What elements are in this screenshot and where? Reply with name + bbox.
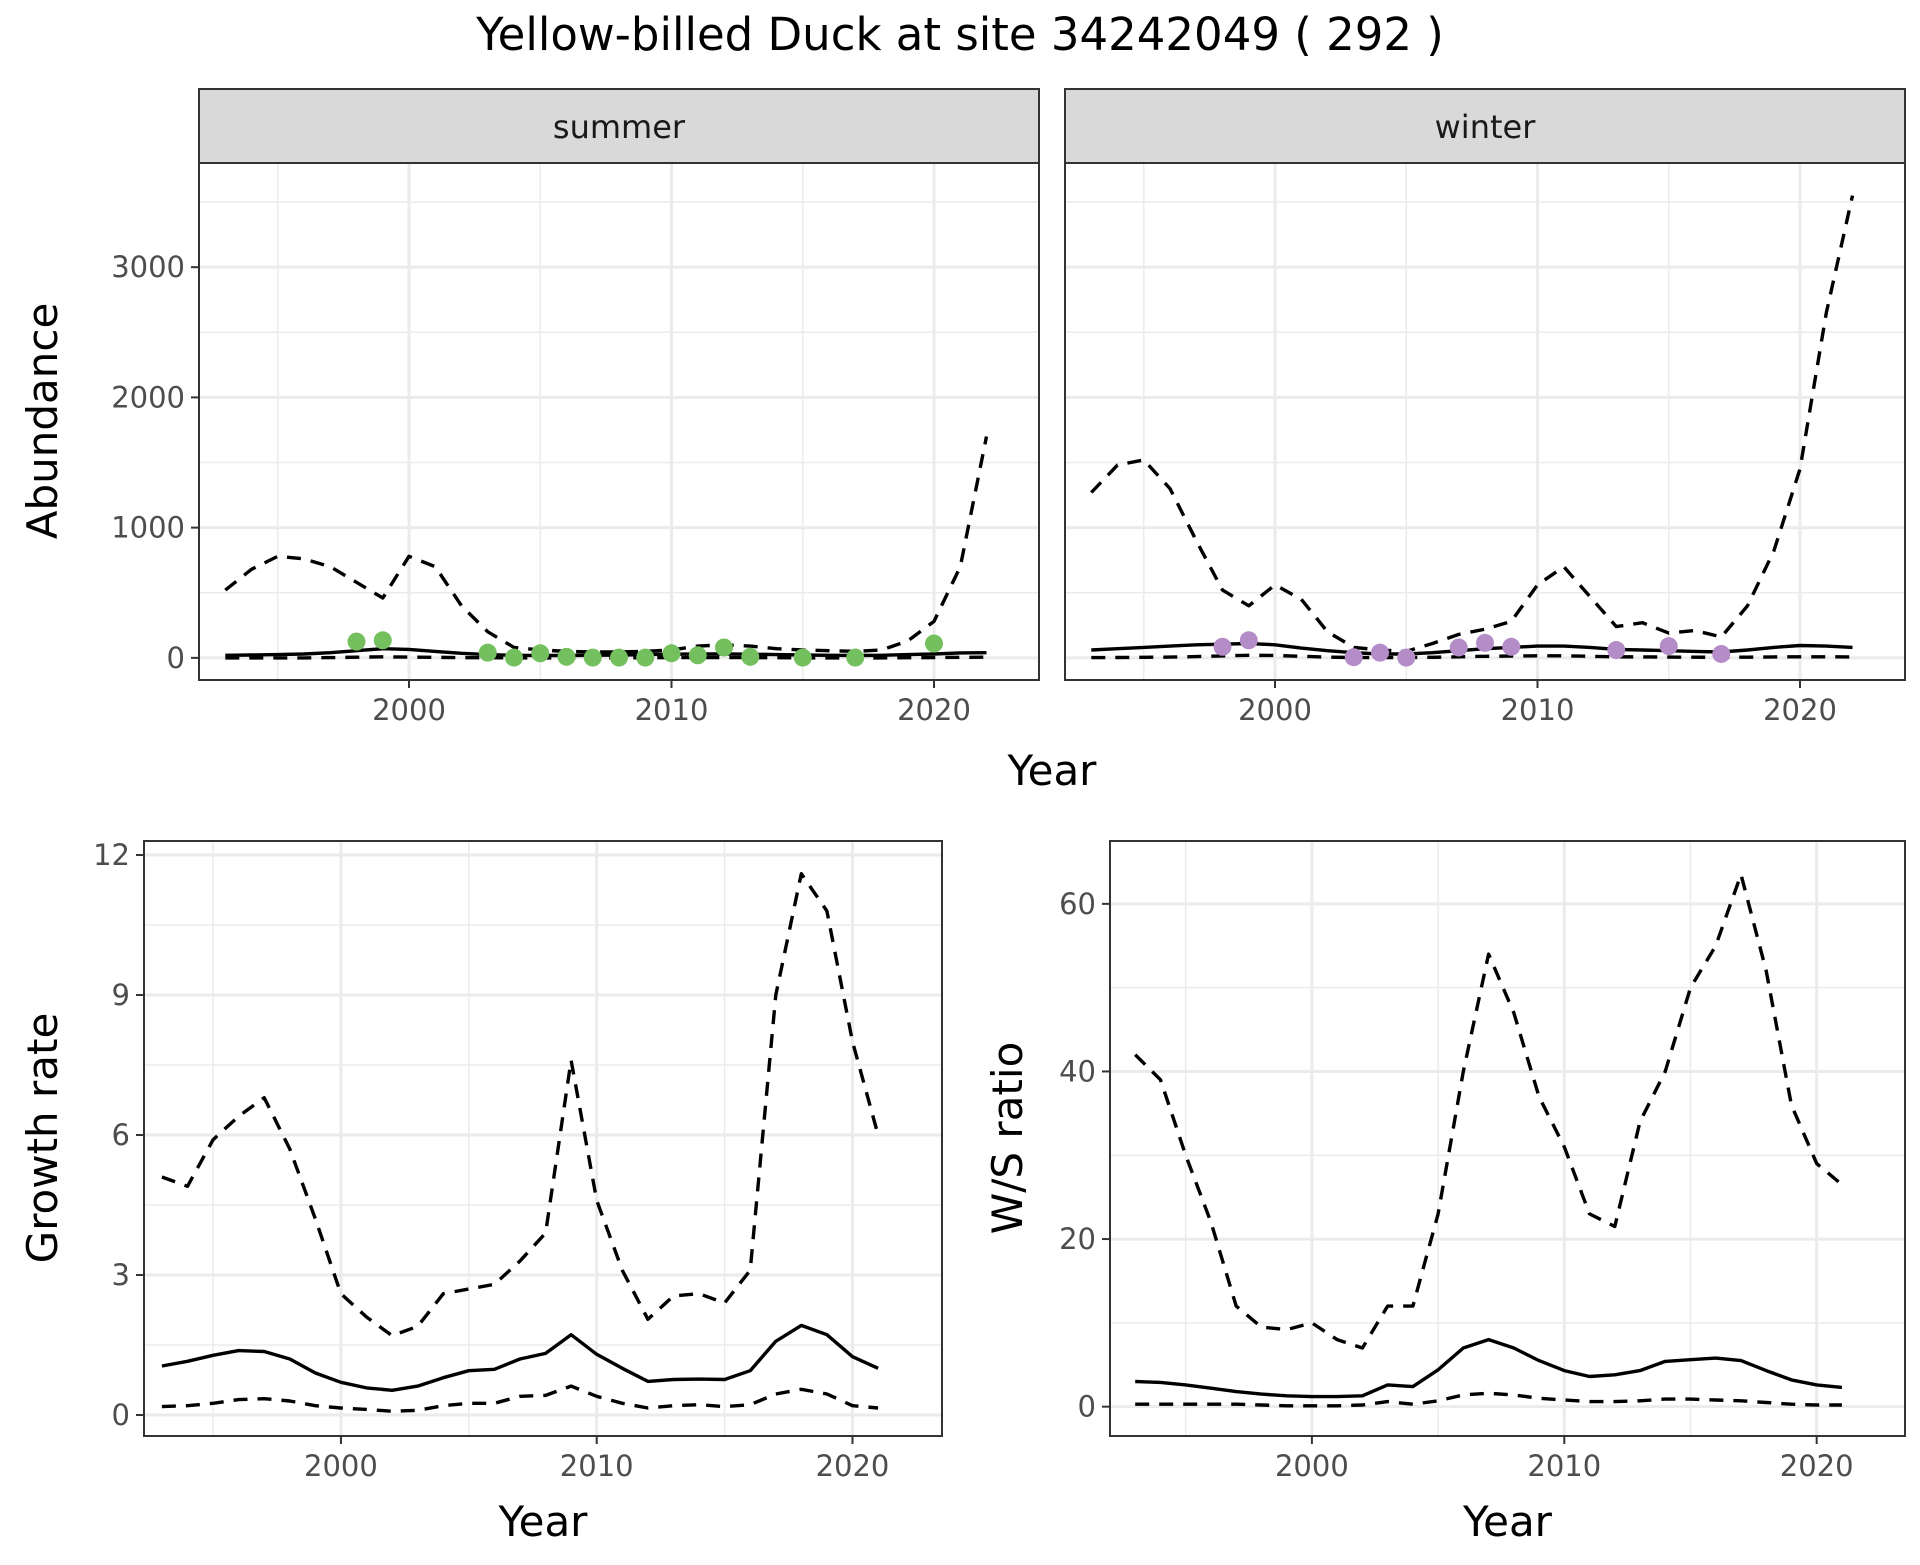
y-axis-title: Abundance	[18, 303, 67, 540]
x-tick-label: 2000	[372, 693, 446, 727]
observed-point	[1239, 631, 1258, 650]
panel-background	[144, 841, 942, 1436]
observed-point	[1213, 637, 1232, 656]
mean-line	[1135, 1337, 1843, 1399]
observed-point	[793, 648, 812, 667]
observed-point	[1712, 644, 1731, 663]
upper-bound-line	[1090, 195, 1855, 654]
growth-rate-panel: 2000 2010 2020 0 3 6 9 12 Year Growth rate	[18, 838, 943, 1546]
panel-border	[143, 840, 943, 1437]
x-tick-label: 2020	[1763, 693, 1837, 727]
x-tick-label: 2010	[1501, 693, 1575, 727]
y-axis-title: Growth rate	[18, 1013, 67, 1264]
facet-strip-label: winter	[1435, 108, 1537, 146]
x-axis-title: Year	[1462, 1497, 1553, 1546]
observed-point	[1659, 637, 1678, 656]
observed-point	[925, 634, 943, 653]
x-tick-label: 2010	[1527, 1449, 1601, 1483]
y-tick-label: 12	[93, 838, 130, 872]
observed-point	[1344, 648, 1363, 667]
observed-point	[531, 644, 550, 663]
y-tick-label: 6	[112, 1118, 130, 1152]
series-group	[161, 872, 880, 1413]
facet-winter: winter 2000 2010 2020	[1064, 88, 1906, 727]
y-tick-label: 1000	[111, 511, 185, 545]
facet-strip	[198, 88, 1040, 164]
facet-strip	[1064, 88, 1906, 164]
ws-ratio-panel: 2000 2010 2020 0 20 40 60 Year W/S ratio	[983, 840, 1906, 1546]
facet-summer: summer 2000 2010 2020 0 1000 2000 3000	[111, 88, 1040, 727]
chart-title: Yellow-billed Duck at site 34242049 ( 29…	[475, 8, 1444, 61]
y-tick-label: 20	[1059, 1222, 1096, 1256]
series-group	[224, 436, 989, 667]
observed-point	[505, 648, 523, 667]
series-group	[1090, 195, 1855, 667]
observed-point	[557, 647, 576, 666]
panel-background	[1110, 841, 1905, 1436]
y-tick-label: 0	[1078, 1390, 1096, 1424]
panel-border	[1109, 840, 1906, 1437]
x-tick-label: 2000	[1275, 1449, 1349, 1483]
observed-point	[1371, 643, 1389, 662]
observed-point	[715, 638, 733, 657]
x-tick-label: 2020	[816, 1449, 890, 1483]
observed-point	[1476, 633, 1494, 652]
observed-point	[373, 631, 392, 650]
series-group	[1134, 872, 1843, 1408]
x-tick-label: 2000	[1238, 693, 1312, 727]
abundance-panel: summer 2000 2010 2020 0 1000 2000 3000 winter 200…	[18, 88, 1906, 795]
facet-strip-label: summer	[553, 108, 686, 146]
y-tick-label: 40	[1059, 1054, 1096, 1088]
y-tick-label: 0	[167, 641, 185, 675]
observed-point	[741, 647, 760, 666]
x-tick-label: 2020	[897, 693, 971, 727]
observed-point	[1449, 638, 1468, 657]
upper-bound-line	[161, 872, 880, 1338]
observed-point	[583, 648, 602, 667]
observed-point	[636, 648, 655, 667]
panel-border	[198, 162, 1040, 681]
y-tick-label: 0	[112, 1398, 130, 1432]
x-axis-title: Year	[498, 1497, 589, 1546]
lower-bound-line	[161, 1384, 879, 1413]
y-axis-title: W/S ratio	[983, 1042, 1032, 1235]
x-tick-label: 2000	[304, 1449, 378, 1483]
observed-point	[1397, 648, 1416, 667]
mean-line	[161, 1323, 879, 1392]
panel-background	[199, 163, 1039, 680]
y-tick-label: 9	[112, 978, 130, 1012]
observed-point	[1502, 637, 1521, 656]
observed-point	[478, 643, 497, 662]
observed-point	[347, 632, 366, 651]
x-tick-label: 2010	[560, 1449, 634, 1483]
y-tick-label: 3	[112, 1258, 130, 1292]
observed-point	[846, 648, 865, 667]
observed-point	[688, 646, 707, 665]
upper-bound-line	[1134, 872, 1843, 1350]
panel-background	[1065, 163, 1905, 680]
panel-border	[1064, 162, 1906, 681]
y-tick-label: 60	[1059, 887, 1096, 921]
y-tick-label: 3000	[111, 250, 185, 284]
observed-point	[662, 644, 681, 663]
x-tick-label: 2010	[635, 693, 709, 727]
observed-point	[610, 648, 628, 667]
x-axis-title: Year	[1007, 746, 1098, 795]
y-tick-label: 2000	[111, 380, 185, 414]
upper-bound-line	[224, 436, 989, 654]
observed-point	[1607, 641, 1626, 660]
x-tick-label: 2020	[1780, 1449, 1854, 1483]
